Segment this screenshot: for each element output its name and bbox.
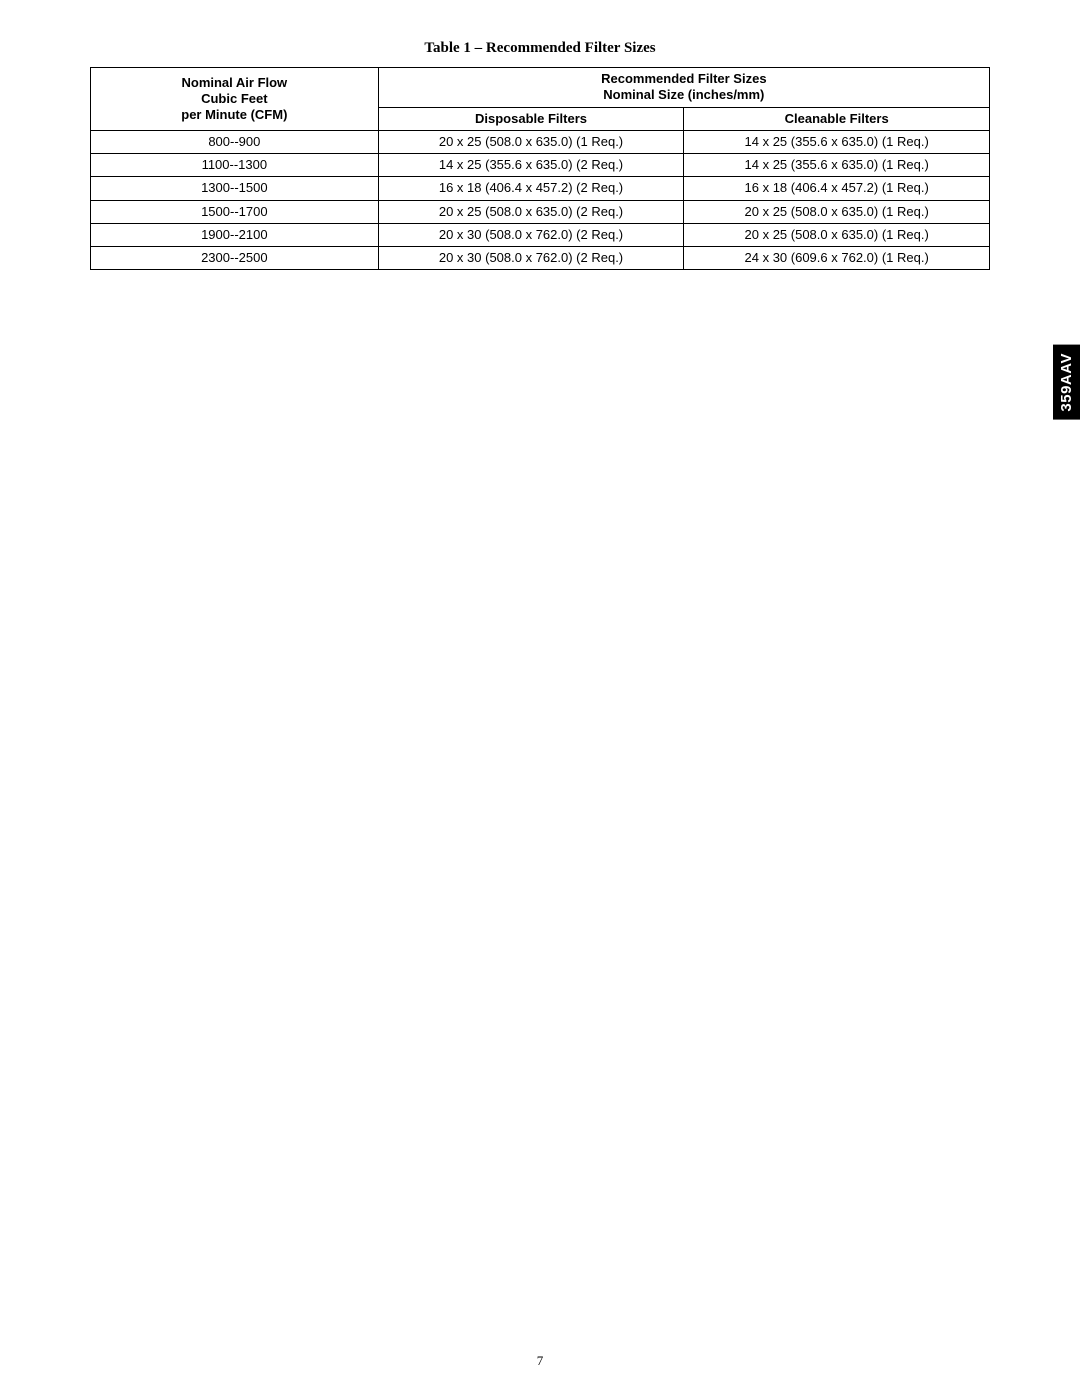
page-content: Table 1 – Recommended Filter Sizes Nomin… xyxy=(0,0,1080,270)
cell-cleanable: 16 x 18 (406.4 x 457.2) (1 Req.) xyxy=(684,177,990,200)
cell-airflow: 2300--2500 xyxy=(91,247,379,270)
cell-airflow: 1900--2100 xyxy=(91,223,379,246)
header-recommended: Recommended Filter Sizes Nominal Size (i… xyxy=(378,68,989,108)
filter-sizes-table: Nominal Air Flow Cubic Feet per Minute (… xyxy=(90,67,990,270)
cell-cleanable: 20 x 25 (508.0 x 635.0) (1 Req.) xyxy=(684,223,990,246)
cell-airflow: 800--900 xyxy=(91,130,379,153)
header-recommended-line2: Nominal Size (inches/mm) xyxy=(603,87,764,102)
header-recommended-line1: Recommended Filter Sizes xyxy=(601,71,766,86)
header-airflow-line1: Nominal Air Flow xyxy=(181,75,287,90)
header-airflow: Nominal Air Flow Cubic Feet per Minute (… xyxy=(91,68,379,131)
cell-disposable: 20 x 30 (508.0 x 762.0) (2 Req.) xyxy=(378,247,684,270)
table-row: 1900--2100 20 x 30 (508.0 x 762.0) (2 Re… xyxy=(91,223,990,246)
cell-airflow: 1100--1300 xyxy=(91,154,379,177)
page-number: 7 xyxy=(0,1353,1080,1369)
table-row: 1500--1700 20 x 25 (508.0 x 635.0) (2 Re… xyxy=(91,200,990,223)
header-cleanable: Cleanable Filters xyxy=(684,107,990,130)
table-row: 1300--1500 16 x 18 (406.4 x 457.2) (2 Re… xyxy=(91,177,990,200)
cell-airflow: 1500--1700 xyxy=(91,200,379,223)
header-airflow-line3: per Minute (CFM) xyxy=(181,107,287,122)
cell-airflow: 1300--1500 xyxy=(91,177,379,200)
table-title: Table 1 – Recommended Filter Sizes xyxy=(90,40,990,57)
header-disposable: Disposable Filters xyxy=(378,107,684,130)
table-row: 2300--2500 20 x 30 (508.0 x 762.0) (2 Re… xyxy=(91,247,990,270)
cell-cleanable: 14 x 25 (355.6 x 635.0) (1 Req.) xyxy=(684,130,990,153)
cell-disposable: 14 x 25 (355.6 x 635.0) (2 Req.) xyxy=(378,154,684,177)
table-row: 800--900 20 x 25 (508.0 x 635.0) (1 Req.… xyxy=(91,130,990,153)
cell-cleanable: 14 x 25 (355.6 x 635.0) (1 Req.) xyxy=(684,154,990,177)
cell-disposable: 20 x 25 (508.0 x 635.0) (2 Req.) xyxy=(378,200,684,223)
side-tab-label: 359AAV xyxy=(1053,345,1080,420)
cell-disposable: 20 x 25 (508.0 x 635.0) (1 Req.) xyxy=(378,130,684,153)
cell-cleanable: 20 x 25 (508.0 x 635.0) (1 Req.) xyxy=(684,200,990,223)
header-airflow-line2: Cubic Feet xyxy=(201,91,267,106)
cell-disposable: 20 x 30 (508.0 x 762.0) (2 Req.) xyxy=(378,223,684,246)
cell-disposable: 16 x 18 (406.4 x 457.2) (2 Req.) xyxy=(378,177,684,200)
table-header-row-1: Nominal Air Flow Cubic Feet per Minute (… xyxy=(91,68,990,108)
table-row: 1100--1300 14 x 25 (355.6 x 635.0) (2 Re… xyxy=(91,154,990,177)
cell-cleanable: 24 x 30 (609.6 x 762.0) (1 Req.) xyxy=(684,247,990,270)
